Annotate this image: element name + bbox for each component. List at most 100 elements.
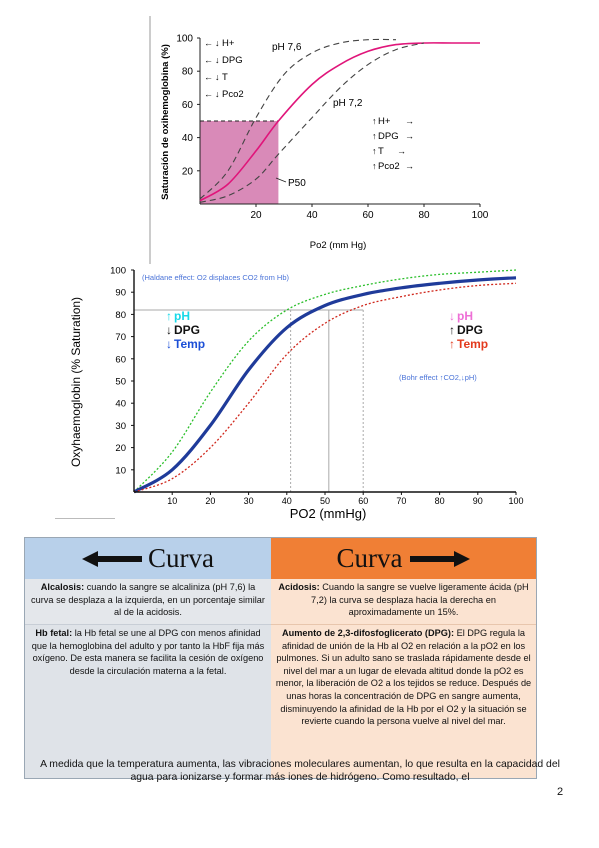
left-arrow-updown: ↓ bbox=[215, 38, 220, 48]
legend-arrow: ↓ bbox=[166, 323, 172, 337]
overlay-paragraph: A medida que la temperatura aumenta, las… bbox=[40, 759, 560, 783]
y-tick-label: 80 bbox=[115, 310, 126, 321]
left-factor-label: H+ bbox=[222, 38, 235, 49]
left-factor-label: Pco2 bbox=[222, 89, 244, 100]
x-tick-label: 20 bbox=[205, 496, 215, 506]
y-tick-label: 70 bbox=[115, 332, 126, 343]
ph-low-label: pH 7,2 bbox=[333, 98, 363, 109]
x-tick-label: 20 bbox=[250, 210, 262, 221]
right-arrow-glyph: → bbox=[397, 146, 406, 156]
x-tick-label: 100 bbox=[508, 496, 523, 506]
right-arrow-updown: ↑ bbox=[372, 161, 377, 171]
series-line-1 bbox=[133, 269, 517, 493]
right-arrow-updown: ↑ bbox=[372, 146, 377, 156]
legend-arrow: ↑ bbox=[166, 309, 172, 323]
x-tick-label: 30 bbox=[244, 496, 254, 506]
y-tick-label: 60 bbox=[182, 100, 194, 111]
p50-label: P50 bbox=[288, 178, 306, 189]
left-arrow-updown: ↓ bbox=[215, 55, 220, 65]
legend-arrow: ↑ bbox=[449, 337, 455, 351]
y-tick-label: 30 bbox=[115, 421, 126, 432]
hb-fetal-title: Hb fetal: bbox=[35, 628, 73, 638]
right-factor-label: DPG bbox=[378, 131, 399, 142]
y-tick-label: 60 bbox=[115, 354, 126, 365]
legend-arrow: ↓ bbox=[166, 337, 172, 351]
legend-label: Temp bbox=[457, 337, 488, 351]
hb-fetal-cell: Hb fetal: la Hb fetal se une al DPG con … bbox=[25, 624, 271, 778]
x-tick-label: 80 bbox=[418, 210, 430, 221]
y-tick-label: 80 bbox=[182, 67, 194, 78]
x-tick-label: 40 bbox=[282, 496, 292, 506]
right-header-label: Curva bbox=[336, 543, 403, 573]
curve-shift-table: Curva Curva Alcalosis: cuando la sangre … bbox=[24, 537, 537, 779]
divider bbox=[55, 518, 115, 519]
dpg-cell: Aumento de 2,3-difosfoglicerato (DPG): E… bbox=[271, 624, 536, 778]
dpg-title: Aumento de 2,3-difosfoglicerato (DPG): bbox=[281, 628, 455, 638]
legend-label: DPG bbox=[174, 323, 200, 337]
arrow-right-icon bbox=[410, 550, 471, 567]
x-axis-label: PO2 (mmHg) bbox=[290, 506, 367, 521]
left-arrow-glyph: ← bbox=[204, 72, 213, 82]
legend-label: pH bbox=[174, 309, 190, 323]
right-shift-legend: ↓ pH↑ DPG↑ Temp bbox=[449, 309, 488, 351]
series-line-2 bbox=[199, 42, 480, 202]
y-tick-label: 50 bbox=[115, 377, 126, 388]
x-tick-label: 80 bbox=[435, 496, 445, 506]
right-shift-header: Curva bbox=[271, 538, 536, 579]
p50-pointer bbox=[275, 177, 287, 183]
series-line-2 bbox=[133, 276, 517, 494]
y-tick-label: 40 bbox=[182, 133, 194, 144]
x-tick-label: 100 bbox=[472, 210, 489, 221]
oxyhemoglobin-chart-ph: 20 40 60 80 100 20 40 60 80 100 pH 7,6 pH 7,2 P50… bbox=[149, 16, 489, 264]
y-tick-label: 10 bbox=[115, 465, 126, 476]
x-tick-label: 10 bbox=[167, 496, 177, 506]
y-tick-label: 90 bbox=[115, 288, 126, 299]
x-tick-label: 60 bbox=[362, 210, 374, 221]
left-arrow-glyph: ← bbox=[204, 38, 213, 48]
right-arrow-glyph: → bbox=[405, 131, 414, 141]
p50-region-fill bbox=[200, 121, 279, 204]
legend-label: Temp bbox=[174, 337, 205, 351]
ph-high-label: pH 7,6 bbox=[272, 42, 302, 53]
right-arrow-glyph: → bbox=[405, 161, 414, 171]
legend-arrow: ↑ bbox=[449, 323, 455, 337]
left-shift-legend: ↑ pH↓ DPG↓ Temp bbox=[166, 309, 205, 351]
bohr-effect-note: (Bohr effect ↑CO2,↓pH) bbox=[399, 373, 477, 382]
right-factor-label: T bbox=[378, 146, 384, 157]
legend-label: pH bbox=[457, 309, 473, 323]
right-factor-label: H+ bbox=[378, 116, 391, 127]
y-axis-label: Saturación de oxihemoglobina (%) bbox=[160, 44, 171, 200]
x-tick-label: 70 bbox=[396, 496, 406, 506]
x-tick-label: 60 bbox=[358, 496, 368, 506]
left-arrow-updown: ↓ bbox=[215, 72, 220, 82]
arrow-left-icon bbox=[82, 550, 142, 567]
y-tick-label: 40 bbox=[115, 399, 126, 410]
x-tick-label: 40 bbox=[306, 210, 318, 221]
page-number: 2 bbox=[557, 786, 564, 798]
series-line-1 bbox=[199, 38, 397, 200]
right-arrow-glyph: → bbox=[405, 116, 414, 126]
alcalosis-title: Alcalosis: bbox=[40, 582, 85, 592]
legend-label: DPG bbox=[457, 323, 483, 337]
left-factor-label: DPG bbox=[222, 55, 243, 66]
acidosis-text: Cuando la sangre se vuelve ligeramente á… bbox=[311, 582, 529, 618]
left-arrow-glyph: ← bbox=[204, 55, 213, 65]
legend-arrow: ↓ bbox=[449, 309, 455, 323]
y-tick-label: 20 bbox=[182, 166, 194, 177]
x-tick-label: 90 bbox=[473, 496, 483, 506]
left-arrow-glyph: ← bbox=[204, 89, 213, 99]
left-header-label: Curva bbox=[148, 543, 214, 573]
hb-fetal-text: la Hb fetal se une al DPG con menos afin… bbox=[31, 628, 265, 676]
x-axis-label: Po2 (mm Hg) bbox=[310, 240, 366, 251]
y-axis-label: Oxyhaemoglobin (% Saturation) bbox=[69, 297, 83, 467]
left-factor-label: T bbox=[222, 72, 228, 83]
right-shift-factors: ↑ H+ →↑ DPG →↑ T →↑ Pco2 → bbox=[372, 116, 414, 172]
right-arrow-updown: ↑ bbox=[372, 116, 377, 126]
haldane-effect-note: (Haldane effect: O2 displaces CO2 from H… bbox=[142, 273, 290, 282]
right-arrow-updown: ↑ bbox=[372, 131, 377, 141]
left-shift-factors: ← ↓ H+← ↓ DPG← ↓ T← ↓ Pco2 bbox=[204, 38, 244, 100]
alcalosis-text: cuando la sangre se alcaliniza (pH 7,6) … bbox=[31, 582, 265, 618]
y-tick-label: 100 bbox=[176, 34, 193, 45]
oxyhaemoglobin-chart-bohr: 10 20 30 40 50 60 70 80 90 100 10 20 30 40 50 60 70 80 90 1… bbox=[69, 266, 524, 522]
acidosis-title: Acidosis: bbox=[278, 582, 320, 592]
